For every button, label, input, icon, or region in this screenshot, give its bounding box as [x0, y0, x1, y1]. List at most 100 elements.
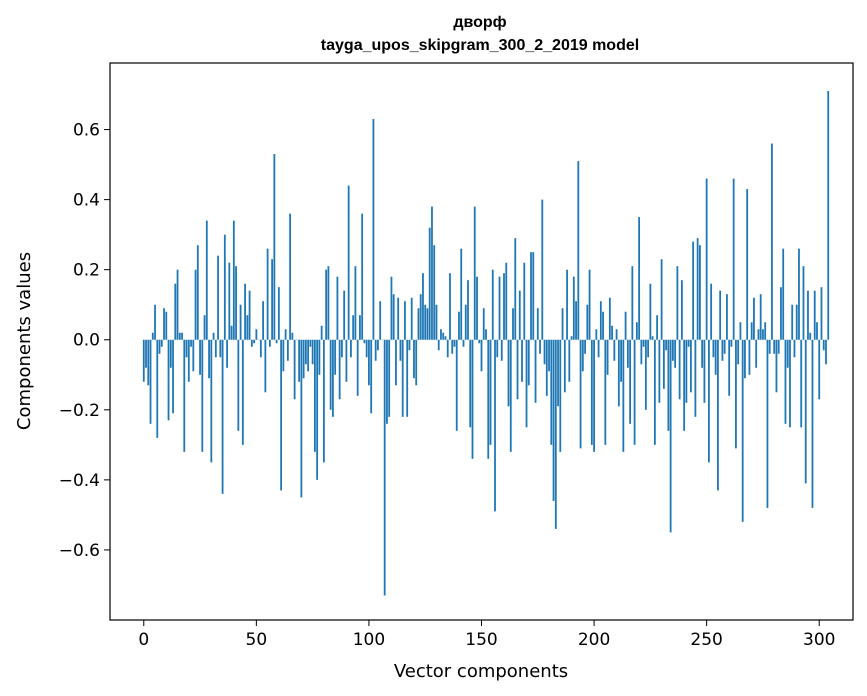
bar [721, 339, 724, 361]
x-axis-label: Vector components [394, 661, 568, 682]
bar [230, 325, 233, 340]
bar [372, 119, 375, 340]
bar [557, 339, 559, 407]
bar [302, 339, 305, 379]
bar [622, 339, 625, 452]
bar [399, 339, 402, 361]
bar [689, 339, 692, 393]
bar [541, 199, 544, 340]
bar [280, 339, 283, 491]
bar [813, 290, 816, 340]
bar [586, 304, 589, 340]
bar [800, 339, 803, 428]
bar [156, 339, 159, 438]
bar [377, 339, 379, 351]
bar [726, 294, 728, 340]
bar [476, 276, 478, 340]
x-tick-label: 150 [465, 630, 497, 650]
bar [485, 329, 487, 340]
bar [444, 336, 447, 340]
bar [728, 339, 731, 396]
bar [753, 297, 755, 340]
bar [298, 339, 301, 382]
y-tick-label: −0.4 [59, 471, 100, 491]
bar [593, 339, 595, 452]
bar [356, 339, 359, 396]
bar [708, 339, 710, 463]
bar [617, 339, 620, 407]
bar [374, 339, 377, 361]
bar [811, 339, 814, 508]
bar [701, 339, 704, 368]
bar [505, 262, 508, 340]
bar [361, 213, 364, 340]
bar [545, 339, 548, 396]
y-tick-label: −0.2 [59, 401, 100, 421]
bar [442, 332, 445, 340]
bar [320, 325, 323, 340]
bar [615, 329, 618, 340]
bar [194, 269, 197, 340]
bar [440, 329, 442, 340]
bar [782, 248, 785, 340]
bar [671, 339, 674, 361]
bar [509, 339, 512, 452]
bar [246, 315, 249, 340]
bar [503, 273, 505, 340]
bar [566, 269, 568, 340]
bar [286, 339, 289, 361]
bar [147, 339, 150, 386]
bar [232, 220, 235, 340]
bar [595, 329, 598, 340]
x-tick-label: 300 [803, 630, 835, 650]
bar [334, 339, 337, 375]
bar [169, 339, 172, 368]
bar [613, 339, 616, 361]
bar [651, 336, 654, 340]
bar [214, 339, 217, 358]
bar [363, 339, 366, 344]
bar [791, 304, 794, 340]
bar [635, 322, 638, 340]
bar [786, 339, 789, 368]
bar [518, 290, 521, 340]
bar [512, 308, 514, 340]
bar [611, 325, 613, 340]
bar [730, 339, 733, 347]
bar [667, 339, 670, 431]
bar [338, 339, 341, 400]
bar [710, 283, 713, 340]
bar [712, 339, 715, 358]
bar [352, 315, 355, 340]
bar [181, 332, 183, 340]
bar [527, 339, 530, 386]
bar [550, 339, 553, 445]
bar [674, 339, 677, 368]
bar [516, 339, 519, 400]
bar [190, 339, 192, 347]
bar [554, 339, 557, 529]
bar [237, 339, 240, 431]
bar [694, 339, 697, 417]
bar [259, 339, 262, 358]
bar [165, 311, 168, 340]
bar [428, 227, 431, 340]
bar [460, 248, 463, 340]
bar [291, 332, 294, 340]
bar [395, 339, 397, 386]
bar [203, 315, 206, 340]
bar [467, 280, 469, 340]
bar [268, 339, 271, 347]
bar [640, 339, 643, 365]
bar [264, 339, 267, 393]
bar [208, 339, 210, 379]
bar [464, 304, 467, 340]
y-tick-label: −0.6 [59, 541, 100, 561]
bar [253, 339, 255, 344]
bar [309, 339, 312, 347]
bar [437, 339, 440, 351]
bar [239, 304, 242, 340]
bar [732, 178, 735, 340]
bar [172, 339, 174, 414]
bar [602, 311, 604, 340]
